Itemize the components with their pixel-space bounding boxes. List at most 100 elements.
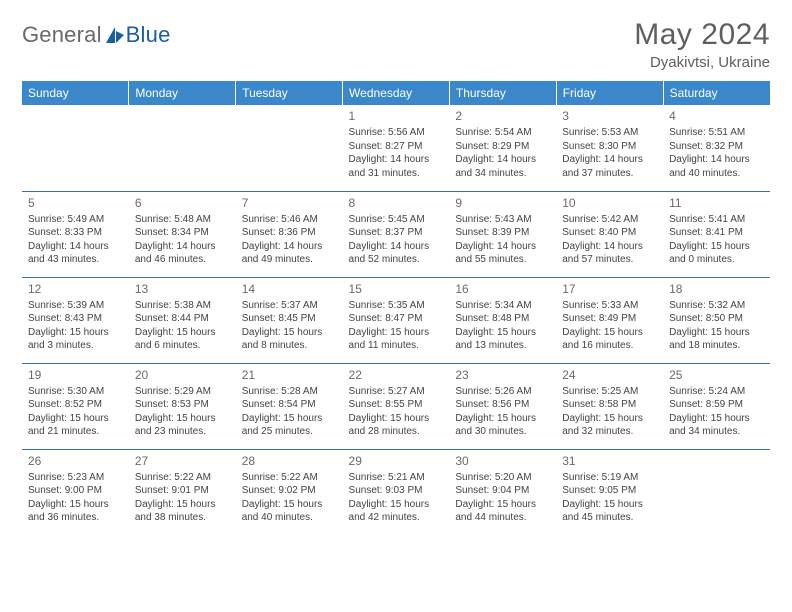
- daylight-line: Daylight: 15 hours and 36 minutes.: [28, 498, 123, 525]
- daylight-line: Daylight: 14 hours and 43 minutes.: [28, 240, 123, 267]
- calendar-day-cell: 17Sunrise: 5:33 AMSunset: 8:49 PMDayligh…: [556, 277, 663, 363]
- sail-icon: [104, 25, 126, 45]
- brand-logo: General Blue: [22, 18, 171, 48]
- sunset-line: Sunset: 9:03 PM: [349, 484, 444, 498]
- day-number: 27: [135, 453, 230, 469]
- calendar-day-cell: 7Sunrise: 5:46 AMSunset: 8:36 PMDaylight…: [236, 191, 343, 277]
- sunset-line: Sunset: 8:52 PM: [28, 398, 123, 412]
- sunrise-line: Sunrise: 5:46 AM: [242, 213, 337, 227]
- calendar-day-cell: 20Sunrise: 5:29 AMSunset: 8:53 PMDayligh…: [129, 363, 236, 449]
- day-number: 10: [562, 195, 657, 211]
- day-number: 28: [242, 453, 337, 469]
- calendar-day-cell: 24Sunrise: 5:25 AMSunset: 8:58 PMDayligh…: [556, 363, 663, 449]
- day-number: 20: [135, 367, 230, 383]
- calendar-day-cell: 1 Sunrise: 5:56 AMSunset: 8:27 PMDaylight…: [343, 105, 450, 191]
- sunrise-line: Sunrise: 5:27 AM: [349, 385, 444, 399]
- daylight-line: Daylight: 15 hours and 40 minutes.: [242, 498, 337, 525]
- calendar-day-cell: 19 Sunrise: 5:30 AMSunset: 8:52 PMDayligh…: [22, 363, 129, 449]
- sunset-line: Sunset: 8:49 PM: [562, 312, 657, 326]
- daylight-line: Daylight: 15 hours and 32 minutes.: [562, 412, 657, 439]
- sunrise-line: Sunrise: 5:33 AM: [562, 299, 657, 313]
- calendar-day-cell: 16Sunrise: 5:34 AMSunset: 8:48 PMDayligh…: [449, 277, 556, 363]
- sunrise-line: Sunrise: 5:39 AM: [28, 299, 123, 313]
- calendar-day-cell: [236, 105, 343, 191]
- day-number: 1: [349, 108, 444, 124]
- daylight-line: Daylight: 15 hours and 30 minutes.: [455, 412, 550, 439]
- sunrise-line: Sunrise: 5:53 AM: [562, 126, 657, 140]
- sunrise-line: Sunrise: 5:23 AM: [28, 471, 123, 485]
- daylight-line: Daylight: 14 hours and 31 minutes.: [349, 153, 444, 180]
- sunrise-line: Sunrise: 5:43 AM: [455, 213, 550, 227]
- sunset-line: Sunset: 8:27 PM: [349, 140, 444, 154]
- sunrise-line: Sunrise: 5:22 AM: [135, 471, 230, 485]
- day-number: 22: [349, 367, 444, 383]
- daylight-line: Daylight: 15 hours and 42 minutes.: [349, 498, 444, 525]
- calendar-week-row: 12Sunrise: 5:39 AMSunset: 8:43 PMDayligh…: [22, 277, 770, 363]
- calendar-day-cell: 30Sunrise: 5:20 AMSunset: 9:04 PMDayligh…: [449, 449, 556, 535]
- weekday-header: Thursday: [449, 81, 556, 105]
- calendar-week-row: 5Sunrise: 5:49 AMSunset: 8:33 PMDaylight…: [22, 191, 770, 277]
- calendar-day-cell: 14Sunrise: 5:37 AMSunset: 8:45 PMDayligh…: [236, 277, 343, 363]
- sunset-line: Sunset: 8:54 PM: [242, 398, 337, 412]
- sunset-line: Sunset: 8:40 PM: [562, 226, 657, 240]
- calendar-day-cell: 29Sunrise: 5:21 AMSunset: 9:03 PMDayligh…: [343, 449, 450, 535]
- sunrise-line: Sunrise: 5:38 AM: [135, 299, 230, 313]
- sunrise-line: Sunrise: 5:45 AM: [349, 213, 444, 227]
- sunrise-line: Sunrise: 5:29 AM: [135, 385, 230, 399]
- weekday-header: Wednesday: [343, 81, 450, 105]
- calendar-day-cell: 9Sunrise: 5:43 AMSunset: 8:39 PMDaylight…: [449, 191, 556, 277]
- daylight-line: Daylight: 15 hours and 16 minutes.: [562, 326, 657, 353]
- calendar-day-cell: 12Sunrise: 5:39 AMSunset: 8:43 PMDayligh…: [22, 277, 129, 363]
- sunrise-line: Sunrise: 5:30 AM: [28, 385, 123, 399]
- calendar-body: 1Sunrise: 5:56 AMSunset: 8:27 PMDaylight…: [22, 105, 770, 535]
- sunrise-line: Sunrise: 5:25 AM: [562, 385, 657, 399]
- sunrise-line: Sunrise: 5:51 AM: [669, 126, 764, 140]
- sunrise-line: Sunrise: 5:28 AM: [242, 385, 337, 399]
- daylight-line: Daylight: 14 hours and 49 minutes.: [242, 240, 337, 267]
- daylight-line: Daylight: 15 hours and 44 minutes.: [455, 498, 550, 525]
- calendar-day-cell: 22Sunrise: 5:27 AMSunset: 8:55 PMDayligh…: [343, 363, 450, 449]
- day-number: 12: [28, 281, 123, 297]
- daylight-line: Daylight: 14 hours and 46 minutes.: [135, 240, 230, 267]
- calendar-day-cell: 11Sunrise: 5:41 AMSunset: 8:41 PMDayligh…: [663, 191, 770, 277]
- day-number: 14: [242, 281, 337, 297]
- calendar-day-cell: [22, 105, 129, 191]
- sunset-line: Sunset: 9:04 PM: [455, 484, 550, 498]
- day-number: 3: [562, 108, 657, 124]
- sunset-line: Sunset: 8:39 PM: [455, 226, 550, 240]
- sunset-line: Sunset: 8:45 PM: [242, 312, 337, 326]
- sunrise-line: Sunrise: 5:56 AM: [349, 126, 444, 140]
- weekday-header: Sunday: [22, 81, 129, 105]
- calendar-day-cell: 27Sunrise: 5:22 AMSunset: 9:01 PMDayligh…: [129, 449, 236, 535]
- sunrise-line: Sunrise: 5:20 AM: [455, 471, 550, 485]
- sunrise-line: Sunrise: 5:48 AM: [135, 213, 230, 227]
- daylight-line: Daylight: 14 hours and 55 minutes.: [455, 240, 550, 267]
- calendar-day-cell: 8Sunrise: 5:45 AMSunset: 8:37 PMDaylight…: [343, 191, 450, 277]
- calendar-day-cell: 10Sunrise: 5:42 AMSunset: 8:40 PMDayligh…: [556, 191, 663, 277]
- daylight-line: Daylight: 15 hours and 45 minutes.: [562, 498, 657, 525]
- day-number: 25: [669, 367, 764, 383]
- calendar-day-cell: 5Sunrise: 5:49 AMSunset: 8:33 PMDaylight…: [22, 191, 129, 277]
- calendar-day-cell: 15Sunrise: 5:35 AMSunset: 8:47 PMDayligh…: [343, 277, 450, 363]
- calendar-day-cell: 26Sunrise: 5:23 AMSunset: 9:00 PMDayligh…: [22, 449, 129, 535]
- weekday-header: Monday: [129, 81, 236, 105]
- daylight-line: Daylight: 15 hours and 21 minutes.: [28, 412, 123, 439]
- day-number: 16: [455, 281, 550, 297]
- day-number: 19: [28, 367, 123, 383]
- daylight-line: Daylight: 15 hours and 8 minutes.: [242, 326, 337, 353]
- sunrise-line: Sunrise: 5:54 AM: [455, 126, 550, 140]
- weekday-header: Saturday: [663, 81, 770, 105]
- sunset-line: Sunset: 8:53 PM: [135, 398, 230, 412]
- sunset-line: Sunset: 8:32 PM: [669, 140, 764, 154]
- calendar-day-cell: 3Sunrise: 5:53 AMSunset: 8:30 PMDaylight…: [556, 105, 663, 191]
- sunset-line: Sunset: 9:05 PM: [562, 484, 657, 498]
- day-number: 5: [28, 195, 123, 211]
- page-title: May 2024: [634, 18, 770, 52]
- sunrise-line: Sunrise: 5:19 AM: [562, 471, 657, 485]
- location-label: Dyakivtsi, Ukraine: [634, 54, 770, 71]
- calendar-day-cell: 21Sunrise: 5:28 AMSunset: 8:54 PMDayligh…: [236, 363, 343, 449]
- day-number: 13: [135, 281, 230, 297]
- sunrise-line: Sunrise: 5:34 AM: [455, 299, 550, 313]
- calendar-table: SundayMondayTuesdayWednesdayThursdayFrid…: [22, 81, 770, 535]
- day-number: 26: [28, 453, 123, 469]
